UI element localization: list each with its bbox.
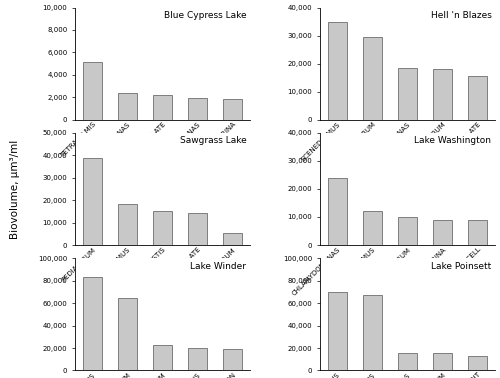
Text: Lake Winder: Lake Winder	[190, 262, 246, 271]
Bar	[363, 211, 382, 245]
Text: Lake Poinsett: Lake Poinsett	[431, 262, 492, 271]
Bar	[118, 297, 137, 370]
Bar	[433, 69, 452, 119]
Bar	[363, 295, 382, 370]
Text: Lake Washington: Lake Washington	[414, 136, 492, 146]
Bar	[398, 68, 417, 119]
Bar	[153, 345, 172, 370]
Bar	[188, 98, 207, 119]
Bar	[83, 277, 102, 370]
Bar	[118, 93, 137, 119]
Bar	[188, 348, 207, 370]
Bar	[328, 22, 347, 119]
Bar	[363, 37, 382, 119]
Bar	[223, 99, 242, 119]
Text: Biovolume, μm³/ml: Biovolume, μm³/ml	[10, 139, 20, 239]
Bar	[153, 95, 172, 119]
Bar	[398, 217, 417, 245]
Bar	[188, 212, 207, 245]
Bar	[468, 76, 487, 119]
Bar	[398, 353, 417, 370]
Bar	[468, 356, 487, 370]
Text: Hell 'n Blazes: Hell 'n Blazes	[430, 11, 492, 20]
Bar	[153, 211, 172, 245]
Text: Sawgrass Lake: Sawgrass Lake	[180, 136, 246, 146]
Bar	[118, 204, 137, 245]
Bar	[223, 233, 242, 245]
Bar	[223, 349, 242, 370]
Bar	[83, 62, 102, 119]
Bar	[83, 158, 102, 245]
Bar	[433, 220, 452, 245]
Bar	[468, 220, 487, 245]
Bar	[328, 178, 347, 245]
Bar	[328, 292, 347, 370]
Text: Blue Cypress Lake: Blue Cypress Lake	[164, 11, 246, 20]
Bar	[433, 353, 452, 370]
